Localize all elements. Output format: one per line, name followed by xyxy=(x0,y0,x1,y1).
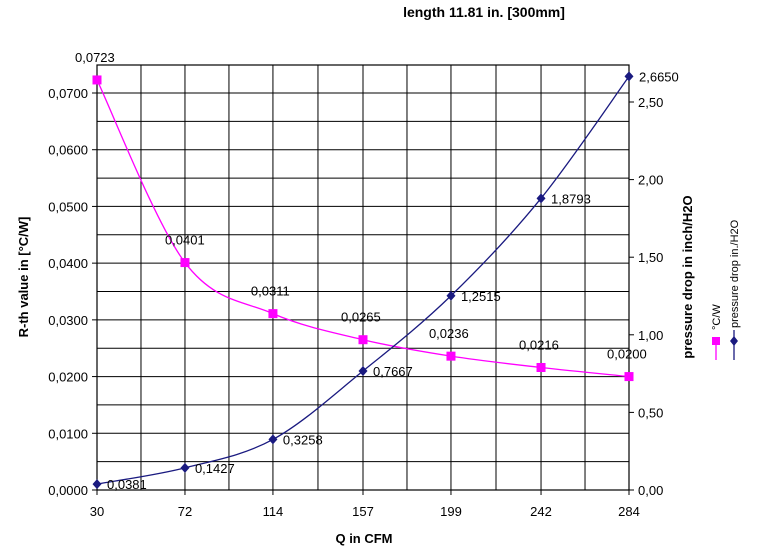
series-rth-marker xyxy=(358,335,368,345)
series-pressure-data-label: 2,6650 xyxy=(639,69,679,84)
right-y-axis-label: pressure drop in inch/H2O xyxy=(680,195,695,358)
series-rth-marker xyxy=(92,75,102,85)
series-pressure-marker xyxy=(624,71,634,82)
series-layer: 0,0723 0,0401 0,0311 0,0265 0,0236 0,0216 0,02… xyxy=(75,50,679,492)
x-tick-label: 157 xyxy=(352,504,374,519)
x-tick-label: 114 xyxy=(263,504,284,519)
series-pressure-data-label: 0,0381 xyxy=(107,477,147,492)
legend-rth-label: °C/W xyxy=(711,304,723,330)
x-tick-label: 242 xyxy=(530,504,552,519)
series-rth-data-label: 0,0311 xyxy=(251,284,290,299)
x-tick-label: 30 xyxy=(90,504,104,519)
right-y-tick-label: 0,50 xyxy=(638,405,663,420)
right-y-tick-label: 1,00 xyxy=(638,328,663,343)
series-rth-data-label: 0,0200 xyxy=(607,347,647,362)
left-y-axis-label: R-th value in [°C/W] xyxy=(16,217,31,338)
series-rth-data-label: 0,0401 xyxy=(165,233,205,248)
series-rth-data-label: 0,0236 xyxy=(429,326,469,341)
legend-pressure-label: pressure drop in./H2O xyxy=(729,219,741,328)
left-y-tick-label: 0,0400 xyxy=(48,256,88,271)
series-rth-marker xyxy=(180,258,190,268)
series-rth-marker xyxy=(536,362,546,372)
series-rth-marker xyxy=(624,372,634,382)
series-rth-marker xyxy=(268,309,278,319)
series-pressure-marker xyxy=(268,434,278,445)
series-pressure-data-label: 1,8793 xyxy=(551,191,591,206)
chart-title: length 11.81 in. [300mm] xyxy=(403,4,565,20)
series-pressure-data-label: 0,3258 xyxy=(283,432,323,447)
x-axis-ticks: 30 72 114 157 199 242 284 xyxy=(90,490,640,519)
legend: °C/W pressure drop in./H2O xyxy=(711,219,741,360)
right-y-tick-label: 2,00 xyxy=(638,173,663,188)
x-axis-label: Q in CFM xyxy=(335,531,392,546)
x-tick-label: 72 xyxy=(178,504,192,519)
series-rth-data-label: 0,0723 xyxy=(75,50,115,65)
left-y-tick-label: 0,0700 xyxy=(48,86,88,101)
series-pressure-marker xyxy=(358,366,368,377)
right-y-tick-label: 1,50 xyxy=(638,250,663,265)
series-pressure-data-label: 1,2515 xyxy=(461,289,501,304)
plot-grid xyxy=(96,64,630,491)
left-y-tick-label: 0,0500 xyxy=(48,199,88,214)
right-y-axis-ticks: 0,00 0,50 1,00 1,50 2,00 2,50 xyxy=(629,95,663,498)
series-rth-data-label: 0,0265 xyxy=(341,310,381,325)
x-tick-label: 284 xyxy=(618,504,640,519)
left-y-tick-label: 0,0100 xyxy=(48,426,88,441)
series-pressure-data-label: 0,7667 xyxy=(373,364,413,379)
left-y-tick-label: 0,0200 xyxy=(48,370,88,385)
left-y-tick-label: 0,0600 xyxy=(48,143,88,158)
left-y-tick-label: 0,0000 xyxy=(48,483,88,498)
series-pressure-data-label: 0,1427 xyxy=(195,461,235,476)
right-y-tick-label: 0,00 xyxy=(638,483,663,498)
x-tick-label: 199 xyxy=(440,504,462,519)
left-y-axis-ticks: 0,0000 0,0100 0,0200 0,0300 0,0400 0,0500 0,06… xyxy=(48,86,97,498)
series-pressure-marker xyxy=(180,462,190,473)
series-pressure-marker xyxy=(92,479,102,490)
legend-pressure-marker xyxy=(730,336,738,346)
series-pressure-marker xyxy=(536,193,546,204)
series-rth-marker xyxy=(446,351,456,361)
series-pressure-marker xyxy=(446,290,456,301)
left-y-tick-label: 0,0300 xyxy=(48,313,88,328)
right-y-tick-label: 2,50 xyxy=(638,95,663,110)
series-rth-data-label: 0,0216 xyxy=(519,337,559,352)
legend-rth-marker xyxy=(712,337,720,345)
